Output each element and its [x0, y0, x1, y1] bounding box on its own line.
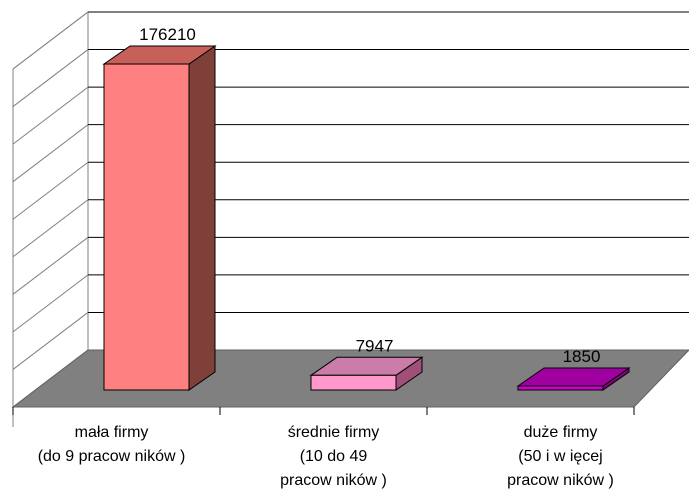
category-label: (do 9 pracow ników ) [38, 448, 186, 465]
side-gridline [12, 312, 89, 370]
category-label: średnie firmy [288, 424, 380, 441]
category-label: (10 do 49 [300, 448, 368, 465]
side-gridline [12, 124, 89, 183]
bar-side-face [188, 45, 216, 391]
side-gridline [12, 11, 89, 70]
side-gridline [12, 274, 89, 333]
category-label: (50 i w ięcej [518, 448, 602, 465]
bar-series [102, 45, 631, 391]
side-gridline [12, 86, 89, 145]
side-gridline [12, 236, 89, 295]
bar-front-face [310, 374, 397, 391]
data-label: 7947 [356, 336, 394, 355]
category-label: duże firmy [524, 424, 598, 441]
side-gridline [12, 161, 89, 220]
data-label: 176210 [139, 25, 196, 44]
bar-front-face [517, 385, 604, 391]
data-labels: 176210 7947 1850 [139, 25, 600, 366]
side-gridline [12, 49, 89, 107]
data-label: 1850 [563, 347, 601, 366]
bar [309, 356, 424, 391]
category-labels: mała firmy (do 9 pracow ników ) średnie fi… [38, 424, 614, 489]
category-label: pracow ników ) [507, 472, 614, 489]
bar [516, 367, 631, 391]
category-label: mała firmy [75, 424, 149, 441]
bar [102, 45, 217, 391]
bar-front-face [103, 63, 190, 391]
side-gridline [12, 199, 89, 258]
category-label: pracow ników ) [280, 472, 387, 489]
